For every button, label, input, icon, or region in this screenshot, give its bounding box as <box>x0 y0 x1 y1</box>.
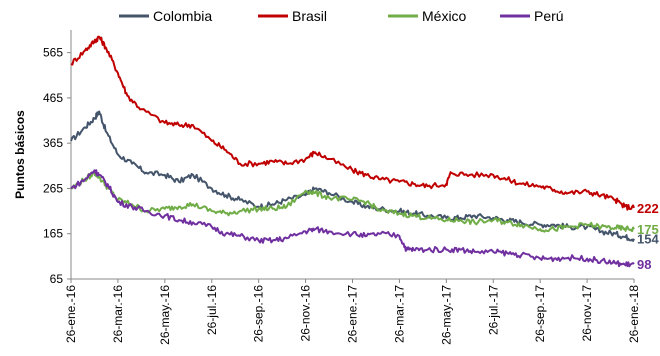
x-tick-label: 26-ene.-18 <box>627 285 641 343</box>
end-value-label: 98 <box>637 257 651 272</box>
y-tick-label: 565 <box>43 46 63 60</box>
end-value-label: 154 <box>637 232 659 247</box>
y-axis-title: Puntos básicos <box>13 110 27 199</box>
x-tick-label: 26-may.-17 <box>439 285 453 345</box>
y-tick-label: 65 <box>50 272 64 286</box>
x-tick-label: 26-nov.-16 <box>299 285 313 342</box>
x-tick-label: 26-sep.-16 <box>252 285 266 343</box>
x-tick-label: 26-mar.-17 <box>392 285 406 343</box>
legend-entry: Perú <box>534 8 564 24</box>
legend-entry: Colombia <box>153 8 212 24</box>
end-value-label: 222 <box>637 201 659 216</box>
x-tick-label: 26-nov.-17 <box>580 285 594 342</box>
series-line-1 <box>70 110 635 242</box>
y-tick-label: 365 <box>43 136 63 150</box>
legend-entry: Brasil <box>292 8 327 24</box>
y-tick-label: 465 <box>43 91 63 105</box>
end-value-label: 175 <box>637 222 659 237</box>
legend-entry: México <box>422 8 467 24</box>
x-tick-label: 26-ene.-16 <box>64 285 78 343</box>
x-tick-label: 26-mar.-16 <box>111 285 125 343</box>
x-tick-label: 26-jul.-17 <box>486 285 500 335</box>
x-tick-label: 26-ene.-17 <box>346 285 360 343</box>
x-tick-label: 26-sep.-17 <box>533 285 547 343</box>
y-tick-label: 265 <box>43 181 63 195</box>
y-tick-label: 165 <box>43 227 63 241</box>
series-line-4 <box>70 169 635 268</box>
x-tick-label: 26-jul.-16 <box>205 285 219 335</box>
x-tick-label: 26-may.-16 <box>158 285 172 345</box>
series-line-2 <box>70 35 635 211</box>
